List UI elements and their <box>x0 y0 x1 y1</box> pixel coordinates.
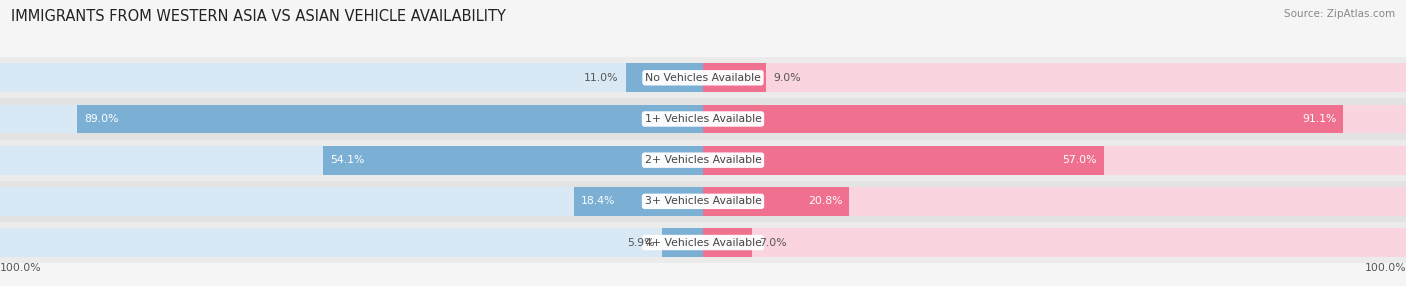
Text: 9.0%: 9.0% <box>773 73 801 83</box>
Bar <box>703 105 1406 133</box>
Bar <box>0 187 703 216</box>
Bar <box>0 105 703 133</box>
Text: 11.0%: 11.0% <box>583 73 619 83</box>
Text: 100.0%: 100.0% <box>1364 263 1406 273</box>
Bar <box>0 98 703 140</box>
Bar <box>703 98 1406 140</box>
Bar <box>0 63 703 92</box>
Text: 4+ Vehicles Available: 4+ Vehicles Available <box>644 238 762 247</box>
Bar <box>322 146 703 174</box>
Bar <box>0 146 703 174</box>
Bar <box>662 228 703 257</box>
Bar <box>574 187 703 216</box>
Text: 89.0%: 89.0% <box>84 114 120 124</box>
Bar <box>0 57 703 98</box>
Bar <box>703 146 1104 174</box>
Bar <box>703 228 1406 257</box>
Text: Source: ZipAtlas.com: Source: ZipAtlas.com <box>1284 9 1395 19</box>
Text: 100.0%: 100.0% <box>0 263 42 273</box>
Bar <box>703 187 1406 216</box>
Text: 18.4%: 18.4% <box>581 196 614 206</box>
Text: 3+ Vehicles Available: 3+ Vehicles Available <box>644 196 762 206</box>
Text: 7.0%: 7.0% <box>759 238 787 247</box>
Bar <box>0 181 703 222</box>
Text: 91.1%: 91.1% <box>1302 114 1336 124</box>
Bar <box>77 105 703 133</box>
Bar <box>0 140 703 181</box>
Bar <box>703 63 1406 92</box>
Bar <box>703 187 849 216</box>
Bar <box>0 222 703 263</box>
Bar <box>703 228 752 257</box>
Bar <box>703 140 1406 181</box>
Text: 2+ Vehicles Available: 2+ Vehicles Available <box>644 155 762 165</box>
Bar <box>703 105 1344 133</box>
Text: 57.0%: 57.0% <box>1062 155 1097 165</box>
Bar <box>703 63 766 92</box>
Text: 54.1%: 54.1% <box>329 155 364 165</box>
Text: 20.8%: 20.8% <box>807 196 842 206</box>
Bar <box>703 181 1406 222</box>
Text: 5.9%: 5.9% <box>627 238 654 247</box>
Bar <box>703 222 1406 263</box>
Bar <box>0 228 703 257</box>
Text: 1+ Vehicles Available: 1+ Vehicles Available <box>644 114 762 124</box>
Bar <box>703 57 1406 98</box>
Bar <box>703 146 1406 174</box>
Text: IMMIGRANTS FROM WESTERN ASIA VS ASIAN VEHICLE AVAILABILITY: IMMIGRANTS FROM WESTERN ASIA VS ASIAN VE… <box>11 9 506 23</box>
Bar <box>626 63 703 92</box>
Text: No Vehicles Available: No Vehicles Available <box>645 73 761 83</box>
